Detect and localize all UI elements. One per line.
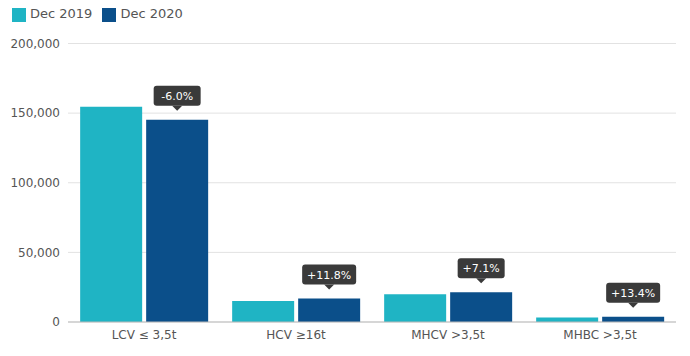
html-text:Dec 2020: Dec 2020 — [120, 6, 183, 21]
html-text:Dec 2019: Dec 2019 — [30, 6, 93, 21]
svg-text:100,000: 100,000 — [10, 176, 60, 190]
svg-text:0: 0 — [52, 315, 60, 329]
svg-text:HCV ≥16t: HCV ≥16t — [266, 328, 326, 342]
svg-text:-6.0%: -6.0% — [161, 90, 193, 103]
svg-text:MHCV >3,5t: MHCV >3,5t — [411, 328, 485, 342]
svg-text:+13.4%: +13.4% — [611, 287, 655, 300]
svg-text:+11.8%: +11.8% — [307, 269, 351, 282]
svg-text:200,000: 200,000 — [10, 37, 60, 51]
svg-text:+7.1%: +7.1% — [463, 262, 500, 275]
svg-text:50,000: 50,000 — [18, 246, 60, 260]
svg-text:MHBC >3,5t: MHBC >3,5t — [563, 328, 637, 342]
svg-text:LCV ≤ 3,5t: LCV ≤ 3,5t — [112, 328, 177, 342]
svg-text:150,000: 150,000 — [10, 106, 60, 120]
